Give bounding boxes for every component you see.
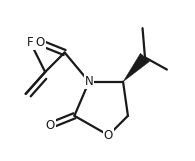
Polygon shape xyxy=(123,53,150,82)
Text: O: O xyxy=(36,36,45,49)
Text: F: F xyxy=(27,36,34,49)
Text: N: N xyxy=(85,75,93,88)
Text: O: O xyxy=(104,129,113,142)
Text: O: O xyxy=(45,119,55,132)
